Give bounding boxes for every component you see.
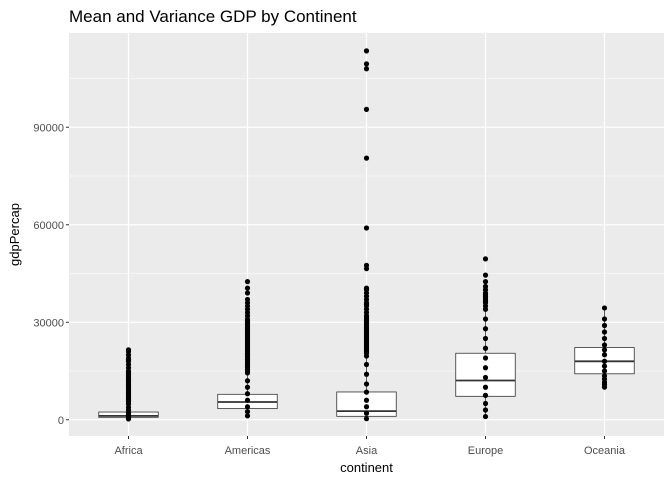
data-point: [601, 352, 608, 358]
data-point: [601, 322, 608, 329]
data-point: [244, 296, 251, 303]
data-point: [601, 373, 608, 379]
data-point: [363, 61, 370, 67]
data-point: [363, 381, 370, 387]
data-point: [363, 106, 370, 112]
data-point: [363, 48, 370, 54]
data-point: [244, 290, 251, 296]
data-point: [244, 404, 251, 410]
data-point: [601, 358, 608, 364]
points-africa: [125, 347, 132, 422]
x-tick-label: Americas: [225, 445, 271, 457]
data-point: [363, 66, 370, 72]
data-point: [601, 305, 608, 311]
data-point: [244, 285, 251, 291]
data-point: [363, 404, 370, 410]
x-tick-label: Asia: [356, 445, 378, 457]
outlier-points: [125, 48, 608, 422]
data-point: [363, 285, 370, 291]
y-tick-label: 90000: [33, 122, 64, 134]
data-point: [482, 279, 489, 285]
data-point: [244, 378, 251, 384]
data-point: [601, 363, 608, 369]
data-point: [482, 283, 489, 290]
data-point: [244, 409, 251, 415]
x-tick-label: Europe: [468, 445, 503, 457]
data-point: [482, 345, 489, 351]
data-point: [125, 347, 132, 353]
data-point: [363, 389, 370, 395]
chart-title: Mean and Variance GDP by Continent: [69, 7, 357, 26]
data-point: [482, 407, 489, 413]
data-point: [601, 316, 608, 322]
data-point: [244, 384, 251, 390]
data-point: [482, 365, 489, 371]
data-point: [244, 279, 251, 285]
data-point: [482, 326, 489, 332]
data-point: [244, 413, 251, 419]
data-point: [482, 413, 489, 420]
y-tick-label: 0: [58, 415, 64, 427]
data-point: [363, 410, 370, 416]
x-tick-label: Oceania: [584, 445, 626, 457]
data-point: [601, 335, 608, 342]
data-point: [482, 272, 489, 278]
data-point: [601, 329, 608, 335]
data-point: [363, 361, 370, 368]
y-tick-label: 30000: [33, 317, 64, 329]
y-axis: 0 30000 60000 90000: [33, 122, 69, 427]
y-tick-label: 60000: [33, 220, 64, 232]
x-tick-label: Africa: [114, 445, 143, 457]
points-oceania: [601, 305, 608, 390]
data-point: [363, 155, 370, 161]
x-axis-title: continent: [340, 460, 393, 475]
data-point: [482, 256, 489, 262]
data-point: [363, 397, 370, 403]
data-point: [601, 342, 608, 348]
data-point: [363, 371, 370, 377]
data-point: [482, 400, 489, 407]
data-point: [482, 392, 489, 398]
data-point: [244, 397, 251, 403]
data-point: [482, 316, 489, 322]
data-point: [601, 347, 608, 353]
points-americas: [244, 279, 251, 419]
y-axis-title: gdpPercap: [7, 203, 22, 266]
data-point: [363, 262, 370, 268]
data-point: [601, 368, 608, 374]
data-point: [244, 391, 251, 397]
data-point: [482, 384, 489, 390]
points-asia: [363, 48, 370, 422]
data-point: [363, 225, 370, 231]
points-europe: [482, 256, 489, 420]
data-point: [482, 374, 489, 381]
data-point: [482, 355, 489, 361]
x-axis: Africa Americas Asia Europe Oceania: [114, 436, 626, 457]
data-point: [482, 335, 489, 342]
data-point: [363, 416, 370, 422]
